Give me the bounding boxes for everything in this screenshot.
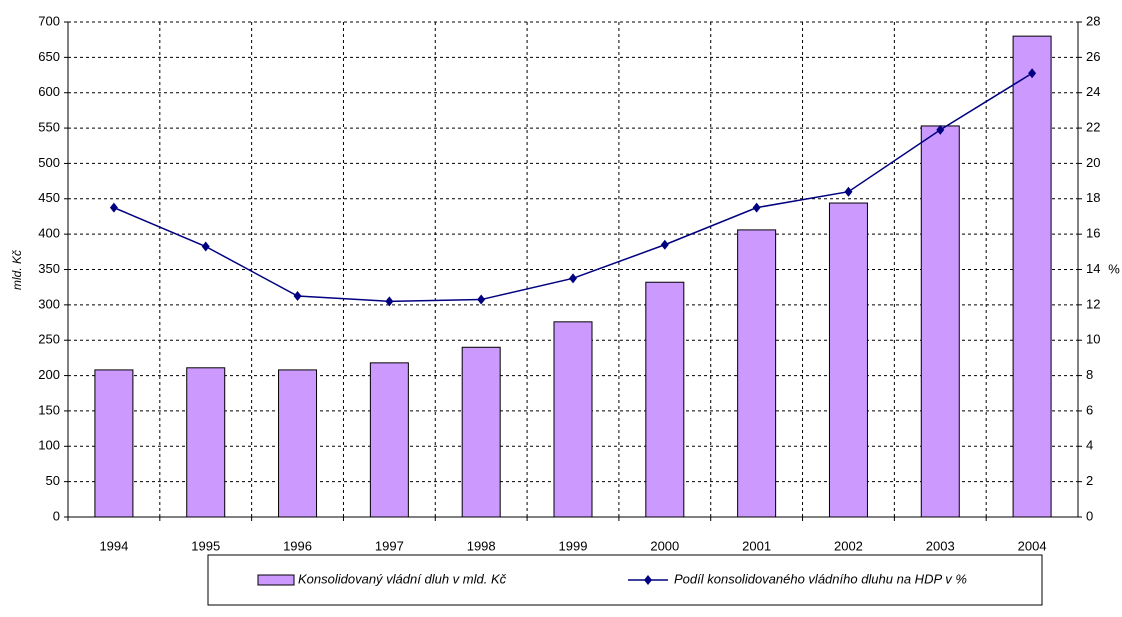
bar bbox=[645, 281, 685, 518]
y2-tick-label: 4 bbox=[1086, 438, 1093, 453]
bar bbox=[553, 321, 593, 518]
x-tick-label: 1997 bbox=[375, 538, 404, 553]
y2-tick-label: 0 bbox=[1086, 508, 1093, 523]
y-tick-label: 350 bbox=[38, 261, 60, 276]
y2-tick-label: 10 bbox=[1086, 332, 1100, 347]
y2-tick-label: 8 bbox=[1086, 367, 1093, 382]
bar bbox=[737, 229, 777, 518]
bar bbox=[369, 362, 409, 518]
y-tick-label: 400 bbox=[38, 226, 60, 241]
y-axis-label: mld. Kč bbox=[10, 250, 24, 290]
legend-swatch bbox=[257, 574, 295, 586]
x-tick-label: 1996 bbox=[283, 538, 312, 553]
marker bbox=[201, 241, 210, 252]
bar bbox=[278, 369, 318, 518]
y-tick-label: 200 bbox=[38, 367, 60, 382]
marker bbox=[385, 296, 394, 307]
x-tick-label: 2001 bbox=[742, 538, 771, 553]
legend-box bbox=[207, 554, 1043, 606]
bar bbox=[920, 125, 960, 518]
x-tick-label: 1998 bbox=[467, 538, 496, 553]
bar bbox=[1012, 35, 1052, 518]
y-tick-label: 300 bbox=[38, 296, 60, 311]
y-tick-label: 500 bbox=[38, 155, 60, 170]
y2-tick-label: 18 bbox=[1086, 190, 1100, 205]
x-tick-label: 1994 bbox=[99, 538, 128, 553]
bar bbox=[828, 202, 868, 518]
bar bbox=[94, 369, 134, 518]
y2-tick-label: 28 bbox=[1086, 13, 1100, 28]
legend-marker bbox=[644, 575, 652, 585]
y-tick-label: 0 bbox=[53, 508, 60, 523]
x-tick-label: 2004 bbox=[1018, 538, 1047, 553]
marker bbox=[936, 124, 945, 135]
y2-tick-label: 22 bbox=[1086, 120, 1100, 135]
marker bbox=[1028, 68, 1037, 79]
y-tick-label: 250 bbox=[38, 332, 60, 347]
y2-axis-label: % bbox=[1108, 261, 1120, 276]
marker bbox=[109, 202, 118, 213]
y-tick-label: 100 bbox=[38, 438, 60, 453]
bar bbox=[461, 346, 501, 518]
marker bbox=[477, 294, 486, 305]
y2-tick-label: 24 bbox=[1086, 84, 1100, 99]
legend-label: Podíl konsolidovaného vládního dluhu na … bbox=[674, 571, 967, 586]
legend-label: Konsolidovaný vládní dluh v mld. Kč bbox=[298, 571, 507, 586]
marker bbox=[569, 273, 577, 284]
x-tick-label: 2002 bbox=[834, 538, 863, 553]
marker bbox=[844, 186, 853, 197]
y-tick-label: 650 bbox=[38, 49, 60, 64]
y2-tick-label: 12 bbox=[1086, 296, 1100, 311]
marker bbox=[293, 291, 302, 302]
y2-tick-label: 16 bbox=[1086, 226, 1100, 241]
y-tick-label: 150 bbox=[38, 402, 60, 417]
marker bbox=[752, 202, 761, 213]
marker bbox=[660, 239, 669, 250]
x-tick-label: 1999 bbox=[559, 538, 588, 553]
y2-tick-label: 20 bbox=[1086, 155, 1100, 170]
x-tick-label: 2000 bbox=[650, 538, 679, 553]
bar bbox=[186, 367, 226, 518]
y-tick-label: 50 bbox=[46, 473, 60, 488]
y-tick-label: 700 bbox=[38, 13, 60, 28]
y2-tick-label: 26 bbox=[1086, 49, 1100, 64]
x-tick-label: 2003 bbox=[926, 538, 955, 553]
y-tick-label: 450 bbox=[38, 190, 60, 205]
y2-tick-label: 6 bbox=[1086, 402, 1093, 417]
y2-tick-label: 14 bbox=[1086, 261, 1100, 276]
y2-tick-label: 2 bbox=[1086, 473, 1093, 488]
y-tick-label: 550 bbox=[38, 120, 60, 135]
y-tick-label: 600 bbox=[38, 84, 60, 99]
x-tick-label: 1995 bbox=[191, 538, 220, 553]
